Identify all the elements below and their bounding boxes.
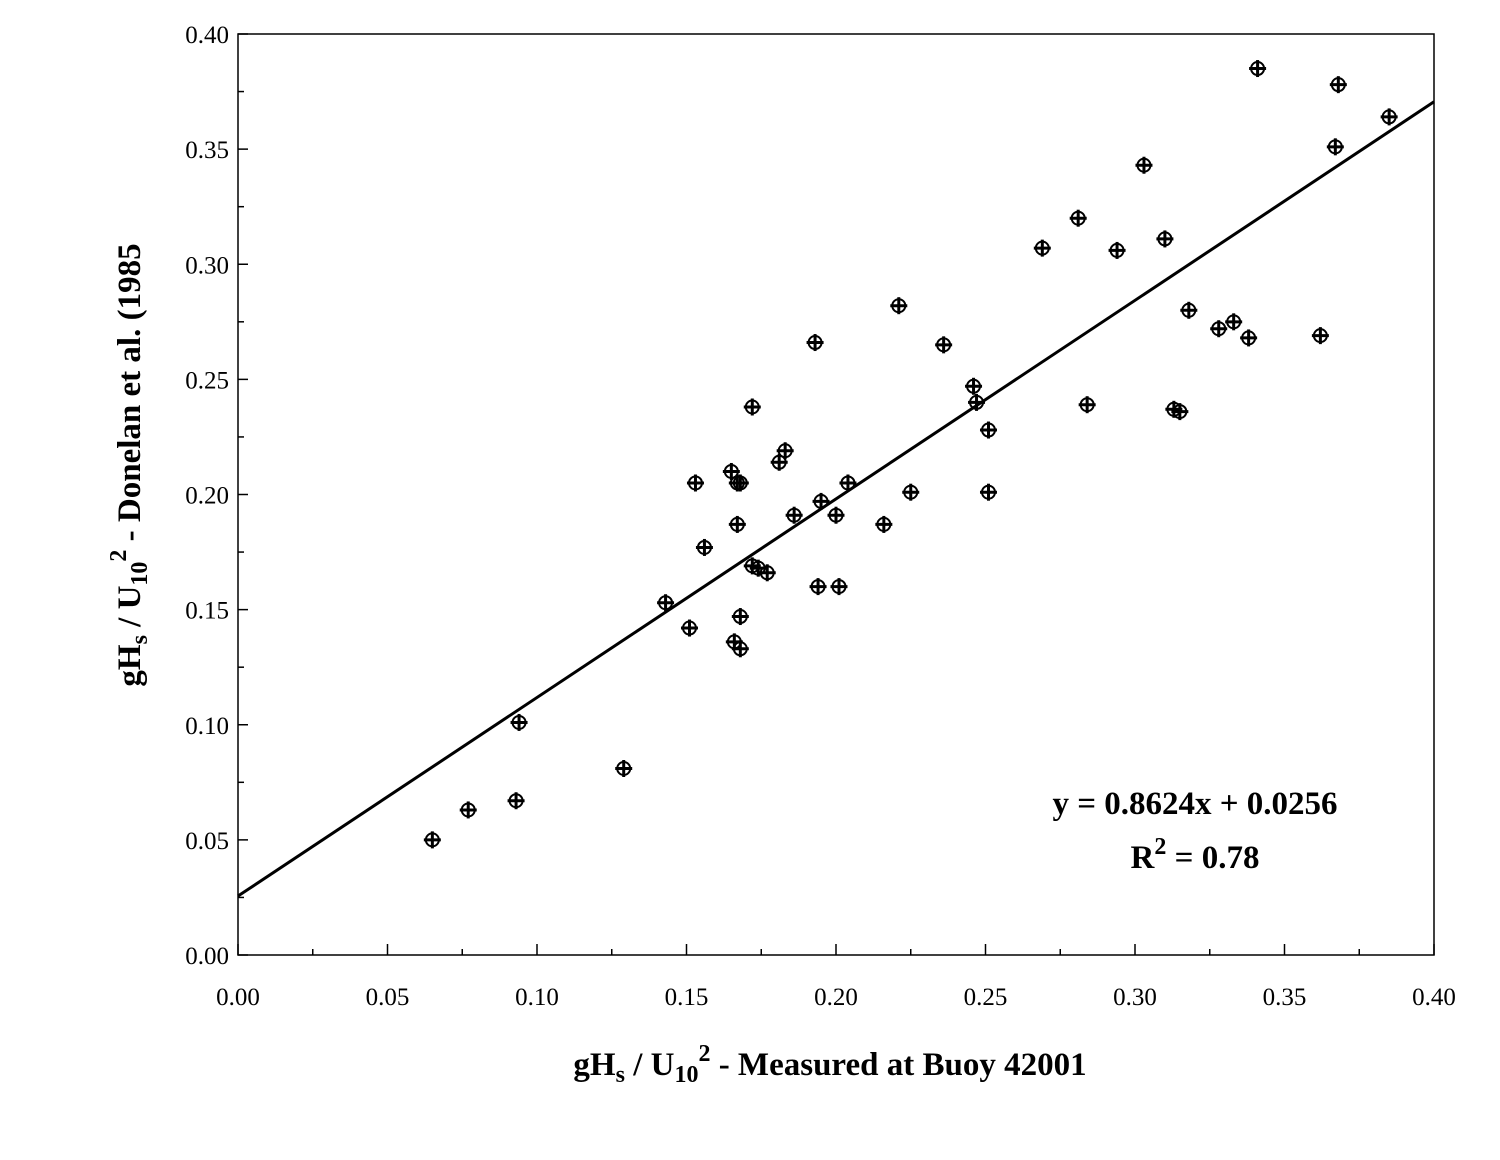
y-tick-label: 0.30 <box>185 252 229 279</box>
y-tick-label: 0.20 <box>185 483 229 510</box>
y-tick-label: 0.10 <box>185 713 229 740</box>
data-point <box>1210 320 1228 338</box>
x-tick-label: 0.05 <box>366 984 410 1011</box>
data-point <box>935 336 953 354</box>
data-point <box>615 759 633 777</box>
x-tick-label: 0.15 <box>665 984 709 1011</box>
data-point <box>1078 396 1096 414</box>
data-point <box>1311 327 1329 345</box>
data-point <box>722 462 740 480</box>
y-tick-label: 0.15 <box>185 598 229 625</box>
data-point <box>657 594 675 612</box>
y-axis: 0.00 0.05 0.10 0.15 0.20 0.25 0.30 0.35 0.40 <box>185 22 248 970</box>
y-tick-label: 0.40 <box>185 22 229 49</box>
data-point <box>1329 76 1347 94</box>
data-point <box>830 578 848 596</box>
data-point <box>1326 138 1344 156</box>
data-point <box>979 483 997 501</box>
data-point <box>827 506 845 524</box>
data-point <box>770 453 788 471</box>
x-tick-label: 0.30 <box>1113 984 1157 1011</box>
data-point <box>776 442 794 460</box>
r-squared-label: R2 = 0.78 <box>1131 834 1260 876</box>
trendline-group <box>237 100 1435 898</box>
data-point <box>731 608 749 626</box>
data-point <box>806 334 824 352</box>
data-point <box>1156 230 1174 248</box>
data-point <box>875 515 893 533</box>
x-tick-label: 0.00 <box>216 984 260 1011</box>
y-tick-label: 0.00 <box>185 943 229 970</box>
data-point <box>743 398 761 416</box>
data-point <box>423 831 441 849</box>
x-tick-label: 0.20 <box>814 984 858 1011</box>
data-point <box>1240 329 1258 347</box>
data-point <box>1380 108 1398 126</box>
data-point <box>1135 156 1153 174</box>
trendline-equation: y = 0.8624x + 0.0256 <box>1052 786 1337 822</box>
x-tick-label: 0.10 <box>515 984 559 1011</box>
data-point <box>1108 241 1126 259</box>
x-tick-label: 0.25 <box>964 984 1008 1011</box>
data-point <box>731 640 749 658</box>
data-point <box>510 713 528 731</box>
x-axis-title: gHs / U102 - Measured at Buoy 42001 <box>573 1041 1086 1088</box>
x-tick-label: 0.40 <box>1412 984 1456 1011</box>
data-point <box>507 792 525 810</box>
data-point <box>695 538 713 556</box>
data-point <box>680 619 698 637</box>
y-tick-label: 0.35 <box>185 137 229 164</box>
data-point <box>1249 60 1267 78</box>
data-point <box>1180 301 1198 319</box>
data-point <box>1033 239 1051 257</box>
x-axis: 0.00 0.05 0.10 0.15 0.20 0.25 0.30 0.35 0.40 <box>216 944 1456 1011</box>
data-point <box>459 801 477 819</box>
data-point <box>728 515 746 533</box>
data-point <box>1069 209 1087 227</box>
x-tick-label: 0.35 <box>1263 984 1307 1011</box>
data-point <box>1171 403 1189 421</box>
data-point <box>965 377 983 395</box>
data-point <box>686 474 704 492</box>
data-point <box>839 474 857 492</box>
y-tick-label: 0.25 <box>185 367 229 394</box>
data-point <box>731 474 749 492</box>
data-point <box>812 492 830 510</box>
data-point <box>902 483 920 501</box>
data-point <box>785 506 803 524</box>
y-axis-title: gHs / U102 - Donelan et al. (1985 <box>106 243 153 686</box>
data-point <box>809 578 827 596</box>
data-points <box>423 60 1398 849</box>
data-point <box>968 393 986 411</box>
y-tick-label: 0.05 <box>185 828 229 855</box>
data-point <box>1225 313 1243 331</box>
data-point <box>890 297 908 315</box>
data-point <box>979 421 997 439</box>
data-point <box>758 564 776 582</box>
trendline <box>237 100 1435 898</box>
